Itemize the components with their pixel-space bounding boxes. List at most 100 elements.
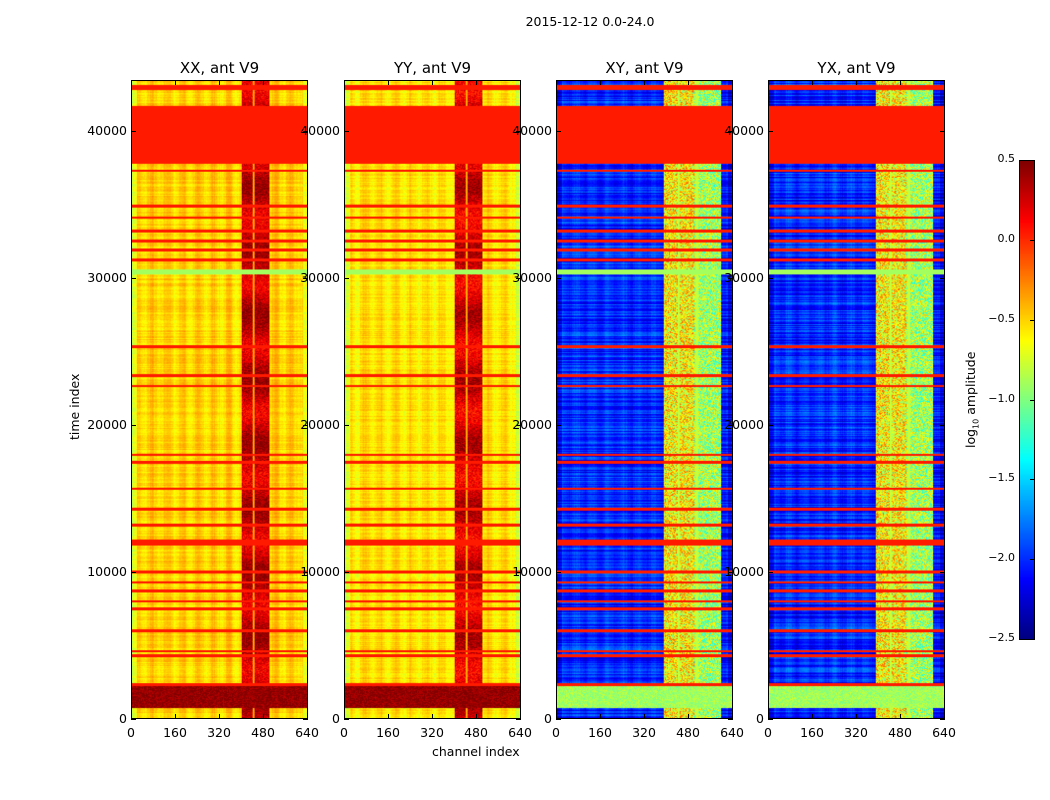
x-tick [732,714,733,719]
x-tick-label: 0 [127,725,135,740]
x-tick [644,714,645,719]
x-tick [732,80,733,85]
y-tick [516,278,521,280]
y-tick [728,278,733,280]
x-tick [600,80,601,85]
x-tick-label: 0 [552,725,560,740]
x-tick [388,80,389,85]
y-tick [344,719,349,720]
x-tick [219,714,220,719]
x-tick [432,714,433,719]
y-tick [556,425,561,427]
x-tick [476,714,477,719]
y-tick [344,425,349,427]
x-tick-label: 480 [251,725,275,740]
y-tick-label: 20000 [724,417,764,433]
x-tick [432,80,433,85]
y-tick [516,131,521,133]
x-tick [644,80,645,85]
x-tick-label: 160 [376,725,400,740]
x-tick-label: 0 [764,725,772,740]
x-tick [131,714,132,719]
x-tick [344,80,345,85]
y-tick [556,572,561,574]
y-tick [516,719,521,720]
x-tick-label: 640 [508,725,532,740]
y-tick [768,719,773,720]
y-tick [556,278,561,280]
x-tick [219,80,220,85]
colorbar-tick-label: −2.0 [988,551,1015,565]
x-tick [688,714,689,719]
y-tick [728,131,733,133]
y-tick-label: 30000 [300,270,340,286]
y-tick-label: 20000 [300,417,340,433]
y-tick-label: 0 [544,711,552,726]
y-tick-label: 20000 [87,417,127,433]
colorbar-tick [1030,559,1035,561]
y-tick-label: 0 [119,711,127,726]
colorbar-tick-label: −1.5 [988,471,1015,485]
panel-title: YY, ant V9 [393,59,471,77]
y-tick [131,425,136,427]
x-tick [600,714,601,719]
y-tick-label: 0 [332,711,340,726]
y-tick [556,131,561,133]
x-tick [768,80,769,85]
y-tick [768,572,773,574]
x-tick [900,714,901,719]
x-tick [688,80,689,85]
y-tick [940,278,945,280]
x-tick [307,714,308,719]
x-tick [388,714,389,719]
y-tick [131,572,136,574]
x-tick [476,80,477,85]
y-tick [768,425,773,427]
x-tick-label: 320 [632,725,656,740]
colorbar-tick [1030,160,1035,161]
heatmap-xy [556,80,733,719]
y-tick [131,278,136,280]
y-tick [728,425,733,427]
x-tick-label: 160 [163,725,187,740]
colorbar-tick [1030,239,1035,241]
y-tick [303,131,308,133]
x-tick [520,80,521,85]
x-tick [856,80,857,85]
x-tick-label: 320 [420,725,444,740]
y-tick-label: 40000 [87,123,127,139]
heatmap-yx [768,80,945,719]
y-tick [131,131,136,133]
y-tick [303,425,308,427]
x-tick [556,714,557,719]
x-tick [520,714,521,719]
y-tick-label: 0 [756,711,764,726]
y-tick [344,572,349,574]
x-tick [856,714,857,719]
y-tick [303,572,308,574]
x-tick [556,80,557,85]
x-tick [131,80,132,85]
y-tick-label: 10000 [512,564,552,580]
y-tick [940,425,945,427]
panel-title: XX, ant V9 [179,59,260,77]
x-tick [900,80,901,85]
y-tick-label: 40000 [724,123,764,139]
figure-title: 2015-12-12 0.0-24.0 [525,14,655,29]
colorbar-tick-label: 0.5 [997,152,1016,165]
y-tick-label: 30000 [512,270,552,286]
x-tick-label: 160 [588,725,612,740]
y-tick [344,131,349,133]
y-tick [303,719,308,720]
x-tick [344,714,345,719]
y-tick [344,278,349,280]
heatmap-yy [344,80,521,719]
colorbar-tick-label: −2.5 [988,631,1015,644]
x-tick-label: 480 [676,725,700,740]
colorbar-tick [1030,319,1035,321]
colorbar-tick-label: 0.0 [997,231,1016,245]
x-tick-label: 320 [207,725,231,740]
y-tick [303,278,308,280]
colorbar-tick-label: −1.0 [988,391,1015,405]
